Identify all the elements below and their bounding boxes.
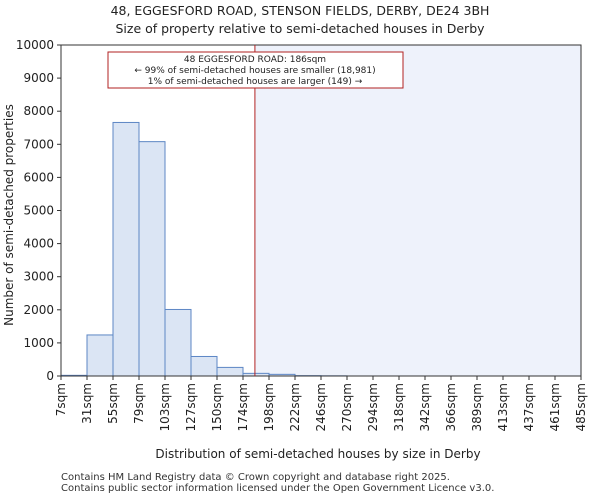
x-tick-label: 294sqm: [366, 383, 380, 431]
bar-31sqm: [86, 334, 114, 377]
y-tick-label: 8000: [23, 104, 54, 118]
x-tick-label: 7sqm: [54, 383, 68, 416]
x-tick-label: 342sqm: [418, 383, 432, 431]
x-tick-label: 366sqm: [444, 383, 458, 431]
y-axis-label: Number of semi-detached properties: [2, 104, 16, 326]
y-tick-label: 1000: [23, 336, 54, 350]
x-tick-label: 55sqm: [106, 383, 120, 424]
y-tick-label: 3000: [23, 270, 54, 284]
x-axis-label: Distribution of semi-detached houses by …: [155, 447, 480, 461]
chart-subtitle: Size of property relative to semi-detach…: [115, 21, 485, 36]
x-tick-label: 389sqm: [470, 383, 484, 431]
x-tick-label: 103sqm: [158, 383, 172, 431]
bar-55sqm: [112, 121, 140, 377]
x-tick-label: 318sqm: [392, 383, 406, 431]
x-tick-label: 461sqm: [548, 383, 562, 431]
x-tick-label: 31sqm: [80, 383, 94, 424]
bars-group: [60, 121, 348, 377]
annotation-box: 48 EGGESFORD ROAD: 186sqm ← 99% of semi-…: [107, 51, 404, 89]
larger-region-shade: [254, 45, 581, 376]
y-axis: 0 1000 2000 3000 4000 5000 6000 7000 8000 9000 100…: [16, 38, 61, 383]
bar-127sqm: [190, 355, 218, 377]
x-tick-label: 270sqm: [340, 383, 354, 431]
chart-title: 48, EGGESFORD ROAD, STENSON FIELDS, DERB…: [111, 3, 490, 18]
x-tick-label: 413sqm: [496, 383, 510, 431]
x-tick-label: 150sqm: [210, 383, 224, 431]
y-tick-label: 6000: [23, 170, 54, 184]
bar-103sqm: [164, 308, 192, 377]
bar-79sqm: [138, 141, 166, 377]
plot-frame: [60, 44, 582, 377]
y-tick-label: 9000: [23, 71, 54, 85]
x-tick-label: 174sqm: [236, 383, 250, 431]
x-tick-label: 79sqm: [132, 383, 146, 424]
y-tick-label: 2000: [23, 303, 54, 317]
x-tick-label: 198sqm: [262, 383, 276, 431]
y-tick-label: 7000: [23, 137, 54, 151]
annotation-line-2: ← 99% of semi-detached houses are smalle…: [134, 66, 375, 76]
x-axis: 7sqm 31sqm 55sqm 79sqm 103sqm 127sqm 150sqm 174…: [54, 376, 588, 431]
x-tick-label: 127sqm: [184, 383, 198, 431]
footer-line-2: Contains public sector information licen…: [61, 483, 495, 494]
bar-150sqm: [216, 366, 244, 377]
x-tick-label: 222sqm: [288, 383, 302, 431]
y-tick-label: 5000: [23, 204, 54, 218]
x-tick-label: 437sqm: [522, 383, 536, 431]
x-tick-label: 485sqm: [574, 383, 588, 431]
y-tick-label: 4000: [23, 237, 54, 251]
annotation-line-3: 1% of semi-detached houses are larger (1…: [148, 77, 363, 87]
annotation-line-1: 48 EGGESFORD ROAD: 186sqm: [184, 55, 326, 65]
x-tick-label: 246sqm: [314, 383, 328, 431]
y-tick-label: 10000: [16, 38, 54, 52]
y-tick-label: 0: [46, 369, 54, 383]
footer-line-1: Contains HM Land Registry data © Crown c…: [61, 472, 450, 483]
